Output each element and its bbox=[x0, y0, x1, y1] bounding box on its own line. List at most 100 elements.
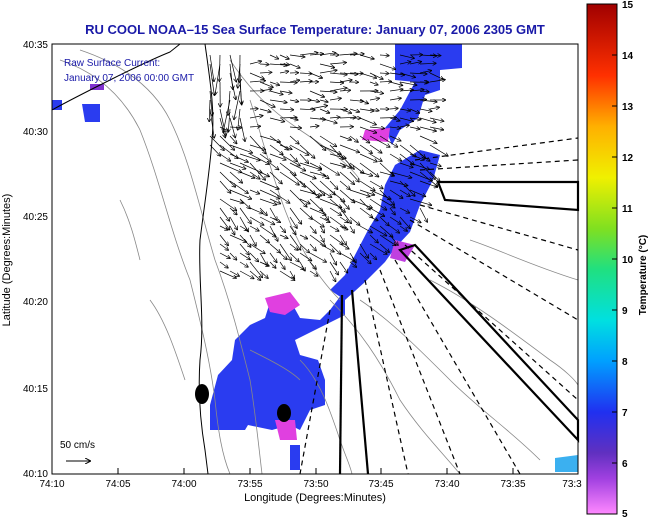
current-vector bbox=[409, 118, 421, 120]
current-vector bbox=[319, 207, 328, 220]
current-vector bbox=[399, 54, 414, 58]
current-vector bbox=[419, 171, 438, 186]
current-vector bbox=[419, 63, 436, 64]
current-vector bbox=[289, 261, 304, 269]
current-vector bbox=[299, 180, 315, 194]
current-vector bbox=[279, 71, 289, 73]
current-vector bbox=[389, 89, 403, 91]
y-tick-label: 40:35 bbox=[23, 40, 48, 51]
current-vector bbox=[229, 117, 235, 138]
current-vector bbox=[269, 144, 283, 155]
current-vector bbox=[369, 234, 378, 243]
current-vector bbox=[319, 117, 337, 123]
current-vector bbox=[369, 216, 378, 221]
current-vector bbox=[219, 171, 235, 187]
current-vector bbox=[409, 198, 432, 205]
current-vector bbox=[339, 261, 348, 273]
current-vector bbox=[329, 252, 336, 265]
current-vector bbox=[229, 225, 235, 235]
current-vector bbox=[319, 91, 337, 92]
current-vector bbox=[379, 55, 389, 56]
current-vector bbox=[279, 91, 292, 93]
current-vector bbox=[349, 135, 358, 142]
map-title: RU COOL NOAA–15 Sea Surface Temperature:… bbox=[85, 22, 545, 37]
current-vector bbox=[249, 252, 258, 262]
current-vector bbox=[329, 243, 341, 254]
current-vector bbox=[429, 126, 444, 130]
current-vector bbox=[389, 117, 400, 121]
x-tick-label: 73:3 bbox=[562, 479, 582, 490]
current-vector bbox=[349, 189, 370, 197]
current-vector bbox=[339, 80, 352, 82]
current-vector bbox=[309, 189, 319, 198]
current-vector bbox=[389, 225, 399, 233]
current-vector bbox=[399, 90, 413, 91]
current-vector bbox=[229, 127, 242, 128]
current-vector bbox=[369, 153, 382, 161]
current-vector bbox=[269, 225, 278, 241]
current-vector bbox=[399, 72, 415, 77]
current-vector bbox=[419, 162, 435, 179]
current-vector bbox=[389, 234, 398, 245]
current-vector bbox=[249, 270, 261, 280]
current-vector bbox=[339, 171, 354, 184]
current-vector bbox=[419, 207, 427, 222]
current-vector bbox=[339, 216, 348, 223]
current-vector bbox=[409, 153, 424, 160]
current-vector bbox=[379, 135, 398, 147]
current-vector bbox=[289, 63, 300, 68]
current-vector bbox=[389, 73, 404, 75]
current-vector bbox=[359, 144, 372, 153]
current-vector bbox=[209, 144, 220, 156]
current-vector bbox=[279, 109, 294, 110]
current-vector bbox=[319, 70, 337, 74]
current-vector bbox=[289, 55, 305, 57]
current-vector bbox=[219, 234, 228, 245]
current-vector bbox=[369, 109, 379, 111]
current-vector bbox=[229, 72, 236, 100]
current-vector bbox=[234, 90, 241, 120]
current-vector bbox=[359, 252, 371, 264]
current-vector bbox=[329, 180, 338, 189]
current-vector bbox=[419, 71, 431, 74]
current-vector bbox=[359, 109, 374, 111]
current-vector bbox=[329, 189, 345, 202]
y-tick-label: 40:30 bbox=[23, 127, 48, 138]
current-vector bbox=[299, 261, 305, 271]
current-vector bbox=[349, 108, 359, 112]
current-vector bbox=[219, 270, 236, 278]
current-vector bbox=[309, 126, 319, 127]
current-vector bbox=[329, 98, 341, 100]
current-vector bbox=[238, 108, 241, 130]
current-vector bbox=[299, 171, 316, 179]
current-vector bbox=[229, 144, 252, 153]
colorbar-tick: 6 bbox=[622, 459, 628, 470]
current-vector bbox=[259, 225, 276, 237]
y-tick-label: 40:25 bbox=[23, 212, 48, 223]
current-vector bbox=[219, 162, 242, 172]
current-vector bbox=[359, 207, 373, 217]
x-tick-label: 73:45 bbox=[368, 479, 393, 490]
current-vector bbox=[299, 109, 315, 110]
current-vector bbox=[379, 225, 393, 237]
current-vector bbox=[419, 109, 432, 111]
current-vector bbox=[369, 72, 383, 79]
y-tick-label: 40:15 bbox=[23, 384, 48, 395]
current-vector bbox=[289, 171, 305, 187]
current-vector bbox=[359, 180, 375, 191]
current-vector bbox=[359, 54, 374, 59]
colorbar-tick: 11 bbox=[622, 204, 633, 215]
plot-frame bbox=[51, 43, 579, 475]
current-vector bbox=[319, 225, 324, 233]
current-vector bbox=[399, 117, 413, 121]
current-vector bbox=[319, 63, 334, 67]
current-vector bbox=[399, 216, 410, 228]
current-vector bbox=[369, 198, 387, 210]
current-vector bbox=[299, 144, 315, 158]
current-vector bbox=[369, 243, 387, 254]
current-vector bbox=[279, 64, 289, 65]
current-vector bbox=[369, 90, 383, 93]
current-vector bbox=[219, 252, 230, 258]
current-vector bbox=[279, 225, 285, 232]
current-vector bbox=[249, 153, 269, 164]
